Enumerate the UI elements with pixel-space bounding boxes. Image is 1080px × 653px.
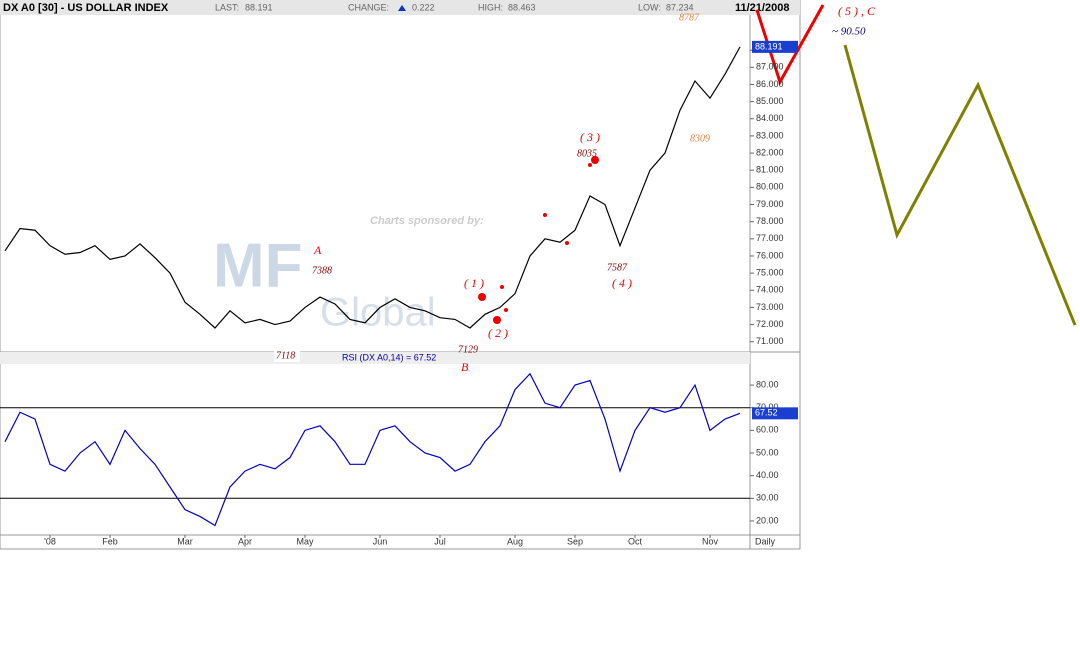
y-tick-label: 77.000 (756, 233, 784, 243)
last-value-label: 88.191 (755, 41, 783, 51)
y-tick-label: 50.00 (756, 447, 779, 457)
dot (504, 308, 508, 312)
y-tick-label: 20.00 (756, 515, 779, 525)
y-tick-label: 40.00 (756, 470, 779, 480)
x-tick-label: Nov (702, 536, 719, 546)
sponsor: Charts sponsored by: (370, 215, 484, 227)
last: 88.191 (245, 2, 273, 12)
y-tick-label: 76.000 (756, 250, 784, 260)
annotation: ( 1 ) (464, 276, 484, 290)
y-tick-label: 74.000 (756, 285, 784, 295)
x-tick-label: Aug (507, 536, 523, 546)
annotation: ( 4 ) (612, 276, 632, 290)
date: 11/21/2008 (735, 2, 789, 14)
y-tick-label: 72.000 (756, 319, 784, 329)
dot (565, 241, 569, 245)
x-axis-label: Daily (755, 536, 776, 546)
dot (591, 156, 599, 164)
annotation: ( 5 ) , C (838, 4, 876, 18)
annotation: 7118 (276, 350, 295, 361)
y-tick-label: 71.000 (756, 336, 784, 346)
y-tick-label: 85.000 (756, 96, 784, 106)
last-value-box (752, 40, 798, 53)
last-value-box (752, 407, 798, 420)
change-label: CHANGE: (348, 2, 389, 12)
annotation: 8787 (679, 12, 700, 23)
y-tick-label: 80.000 (756, 182, 784, 192)
projection-red (755, 4, 825, 86)
dot (588, 163, 592, 167)
annotation: ( 2 ) (488, 326, 508, 340)
dot (543, 213, 547, 217)
x-tick-label: Mar (177, 536, 193, 546)
y-tick-label: 79.000 (756, 199, 784, 209)
high-label: HIGH: (478, 2, 503, 12)
y-tick-label: 30.00 (756, 493, 779, 503)
x-tick-label: Jul (434, 536, 446, 546)
low-label: LOW: (638, 2, 661, 12)
y-tick-label: 86.000 (756, 79, 784, 89)
x-tick-label: May (296, 536, 314, 546)
up-arrow (398, 5, 406, 11)
rsi-header (0, 352, 750, 364)
header-title: DX A0 [30] - US DOLLAR INDEX (3, 2, 169, 14)
dot (478, 293, 486, 301)
y-tick-label: 87.000 (756, 62, 784, 72)
annotation: 8035 (577, 148, 597, 159)
header-bar (0, 0, 800, 15)
y-tick-label: 78.000 (756, 216, 784, 226)
x-tick-label: Apr (238, 536, 252, 546)
x-tick-label: '08 (44, 536, 56, 546)
series-line (4, 372, 741, 527)
series-line (4, 46, 741, 329)
x-tick-label: Jun (373, 536, 388, 546)
y-tick-label: 80.00 (756, 379, 779, 389)
last-value-label: 67.52 (755, 408, 778, 418)
annotation: B (461, 360, 469, 374)
y-tick-label: 83.000 (756, 130, 784, 140)
rsi-title: RSI (DX A0,14) = 67.52 (342, 352, 436, 362)
x-tick-label: Oct (628, 536, 643, 546)
logo-global: Global (320, 291, 436, 335)
y-tick-label: 82.000 (756, 147, 784, 157)
low: 87.234 (666, 2, 694, 12)
projection-olive (843, 44, 1077, 326)
annotation: A (313, 243, 322, 257)
annotation: 7388 (312, 265, 332, 276)
y-tick-label: 60.00 (756, 425, 779, 435)
dot (500, 285, 504, 289)
change: 0.222 (412, 2, 435, 12)
annotation: ( 3 ) (580, 130, 600, 144)
y-tick-label: 84.000 (756, 113, 784, 123)
frame (0, 0, 801, 550)
last-label: LAST: (215, 2, 239, 12)
y-tick-label: 81.000 (756, 165, 784, 175)
annotation-bg (274, 350, 300, 362)
annotation: ~ 90.50 (832, 26, 866, 38)
x-tick-label: Feb (102, 536, 118, 546)
wave-dots (478, 156, 599, 324)
dot (493, 316, 501, 324)
x-tick-label: Sep (567, 536, 583, 546)
annotation: 7129 (458, 344, 478, 355)
logo-mf: MF (213, 231, 303, 300)
y-tick-label: 75.000 (756, 267, 784, 277)
y-tick-label: 73.000 (756, 302, 784, 312)
annotation: 8309 (690, 133, 710, 144)
y-tick-label: 70.00 (756, 402, 779, 412)
annotation: 7587 (607, 262, 628, 273)
high: 88.463 (508, 2, 536, 12)
